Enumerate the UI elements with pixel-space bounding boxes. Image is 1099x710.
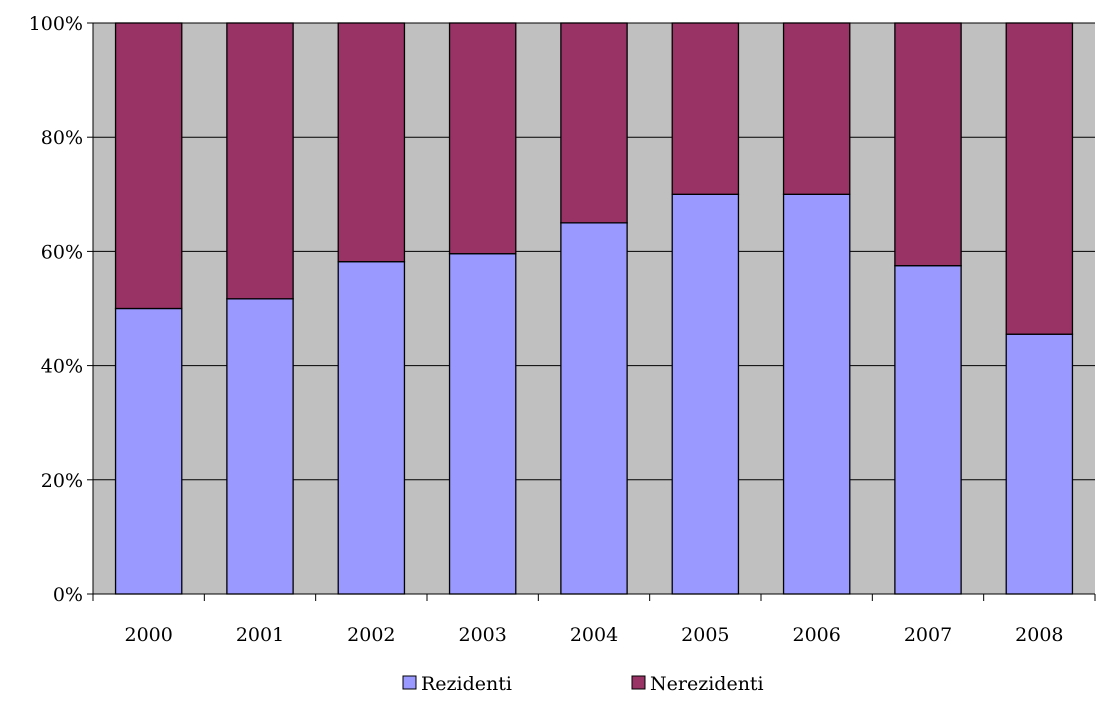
legend-label-rezidenti: Rezidenti xyxy=(421,673,512,695)
x-tick-label: 2008 xyxy=(1015,624,1063,646)
bar-rezidenti-2006 xyxy=(782,193,851,595)
bar-nerezidenti-2004 xyxy=(560,22,628,224)
x-tick-label: 2002 xyxy=(347,624,395,646)
y-tick-label: 80% xyxy=(41,127,83,149)
bar-nerezidenti-2001 xyxy=(226,22,294,300)
x-tick-label: 2005 xyxy=(681,624,729,646)
x-tick-label: 2004 xyxy=(570,624,618,646)
bar-rezidenti-2001 xyxy=(226,298,294,595)
x-tick-label: 2003 xyxy=(458,624,506,646)
bar-nerezidenti-2006 xyxy=(782,22,851,195)
x-tick-label: 2001 xyxy=(236,624,284,646)
bar-rezidenti-2007 xyxy=(894,265,962,595)
y-tick-label: 60% xyxy=(41,241,83,263)
y-tick-label: 100% xyxy=(29,13,83,35)
bars xyxy=(114,22,1074,595)
x-tick-label: 2007 xyxy=(904,624,952,646)
bar-rezidenti-2008 xyxy=(1005,333,1074,595)
bar-nerezidenti-2000 xyxy=(114,22,183,310)
legend-label-nerezidenti: Nerezidenti xyxy=(650,673,764,695)
bar-nerezidenti-2007 xyxy=(894,22,962,267)
y-axis-ticks: 0% 20% 40% 60% 80% 100% xyxy=(29,13,93,606)
x-tick-label: 2000 xyxy=(124,624,172,646)
bar-nerezidenti-2005 xyxy=(671,22,740,195)
y-tick-label: 0% xyxy=(53,584,83,606)
bar-rezidenti-2000 xyxy=(114,307,183,595)
bar-rezidenti-2004 xyxy=(560,222,628,595)
y-tick-label: 40% xyxy=(41,356,83,378)
bar-rezidenti-2005 xyxy=(671,193,740,595)
y-tick-label: 20% xyxy=(41,470,83,492)
bar-rezidenti-2002 xyxy=(337,261,406,595)
legend-swatch-nerezidenti xyxy=(631,675,646,690)
x-tick-label: 2006 xyxy=(792,624,840,646)
bar-nerezidenti-2002 xyxy=(337,22,406,263)
x-axis-ticks: 2000 2001 2002 2003 2004 2005 2006 2007 2008 xyxy=(92,594,1096,646)
legend-swatch-rezidenti xyxy=(402,675,417,690)
bar-nerezidenti-2008 xyxy=(1005,22,1074,335)
bar-rezidenti-2003 xyxy=(448,253,517,595)
legend: Rezidenti Nerezidenti xyxy=(402,673,764,695)
bar-nerezidenti-2003 xyxy=(448,22,517,255)
